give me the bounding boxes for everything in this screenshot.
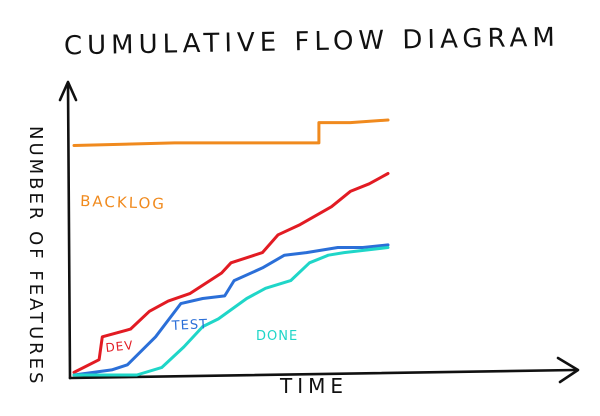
x-axis-label: TIME: [279, 374, 348, 398]
series-line-test: [72, 243, 390, 377]
y-axis-arrowhead-icon: [58, 80, 78, 102]
series-line-done: [72, 246, 390, 377]
y-axis: [66, 82, 72, 380]
x-axis-arrowhead-icon: [556, 356, 580, 384]
series-label-backlog: BACKLOG: [80, 192, 166, 213]
y-axis-label: NUMBER OF FEATURES: [25, 126, 46, 386]
chart-title: CUMULATIVE FLOW DIAGRAM: [64, 23, 560, 62]
series-line-backlog: [72, 118, 390, 147]
series-line-dev: [72, 172, 390, 374]
x-axis: [68, 368, 577, 380]
series-label-done: DONE: [256, 329, 298, 344]
series-label-test: TEST: [170, 317, 208, 334]
series-layer: [72, 118, 390, 377]
series-label-dev: DEV: [105, 338, 134, 355]
